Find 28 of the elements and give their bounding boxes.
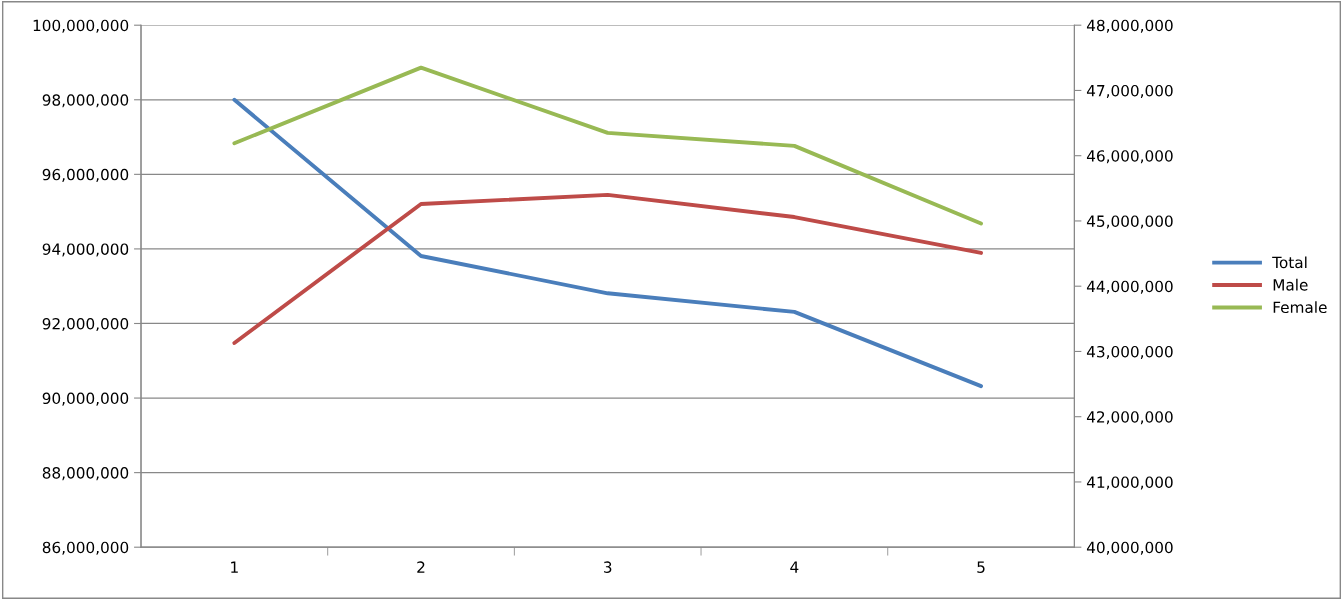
y-tick-label: 100,000,000 <box>33 19 129 33</box>
line-series <box>232 65 984 226</box>
y-tick-label: 92,000,000 <box>42 317 129 332</box>
y-tick-label: 88,000,000 <box>42 467 129 481</box>
y2-tick-label: 42,000,000 <box>1086 411 1173 425</box>
line-series <box>232 192 984 345</box>
y2-tick-label: 45,000,000 <box>1086 215 1173 229</box>
y-tick-label: 86,000,000 <box>42 541 129 555</box>
x-tick-label: 4 <box>790 561 799 573</box>
x-tick-label: 5 <box>977 561 985 573</box>
legend-label: Male <box>1273 278 1308 291</box>
x-tick-label: 1 <box>231 561 238 573</box>
legend-label: Female <box>1273 301 1327 314</box>
y2-tick-label: 40,000,000 <box>1086 541 1173 555</box>
y2-tick-label: 43,000,000 <box>1086 345 1173 360</box>
y2-tick-label: 47,000,000 <box>1086 84 1173 99</box>
y2-tick-label: 41,000,000 <box>1086 476 1173 490</box>
y-tick-label: 98,000,000 <box>42 94 129 108</box>
y-tick-label: 94,000,000 <box>42 243 129 257</box>
y2-tick-label: 46,000,000 <box>1086 150 1173 164</box>
y-tick-label: 90,000,000 <box>42 392 129 406</box>
x-tick-label: 3 <box>604 561 612 573</box>
x-tick-label: 2 <box>417 561 425 573</box>
line-series <box>232 97 984 389</box>
y-tick-label: 96,000,000 <box>42 168 129 182</box>
legend-label: Total <box>1272 256 1307 269</box>
y2-tick-label: 44,000,000 <box>1086 280 1173 294</box>
y2-tick-label: 48,000,000 <box>1086 19 1173 33</box>
